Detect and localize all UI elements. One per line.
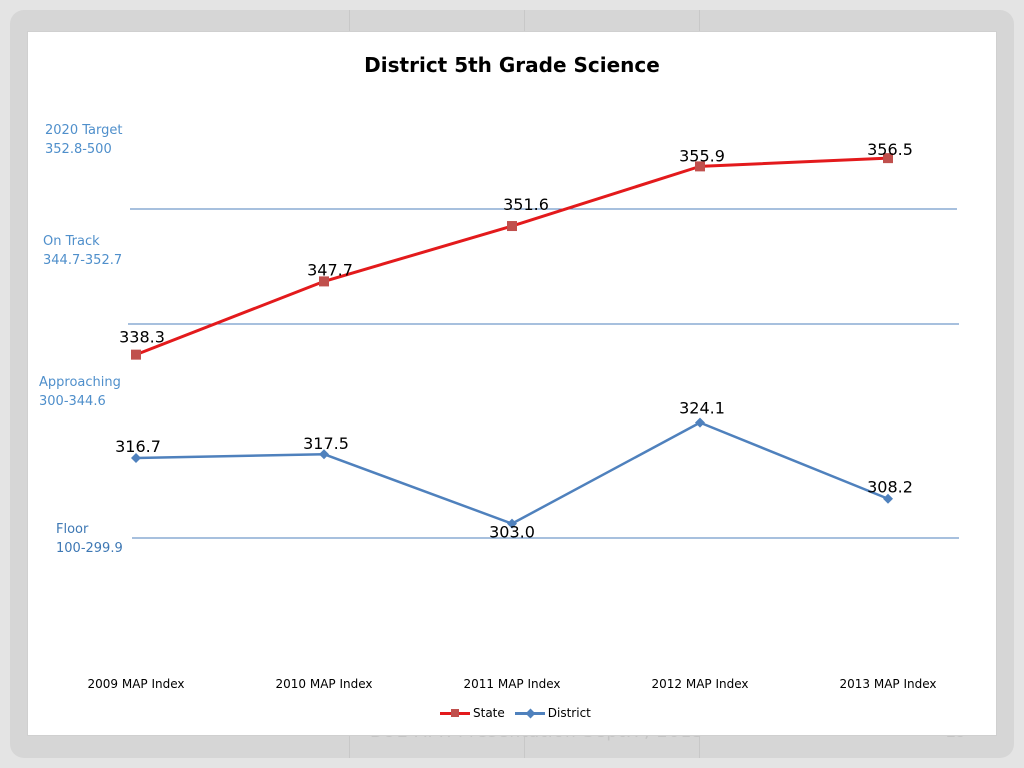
data-label: 303.0 <box>489 523 535 542</box>
band-label-on-track: On Track 344.7-352.7 <box>43 232 122 270</box>
series-line-district <box>135 421 889 525</box>
data-point-marker <box>883 493 893 504</box>
band-range: 352.8-500 <box>45 142 112 157</box>
x-axis-tick-label: 2011 MAP Index <box>463 677 561 691</box>
band-name: 2020 Target <box>45 123 123 138</box>
data-point-marker <box>883 153 893 164</box>
band-name: On Track <box>43 234 100 249</box>
square-marker-icon <box>451 709 459 717</box>
chart-panel <box>27 31 997 736</box>
data-point-marker <box>319 449 329 460</box>
x-axis-tick-label: 2009 MAP Index <box>87 677 185 691</box>
band-name: Approaching <box>39 375 121 390</box>
data-label: 351.6 <box>503 195 549 214</box>
legend-swatch-district <box>514 708 545 718</box>
chart-title: District 5th Grade Science <box>364 53 660 77</box>
legend-label: State <box>473 706 505 720</box>
chart-legend: State District <box>440 706 591 720</box>
data-point-marker <box>319 276 329 287</box>
data-point-marker <box>131 453 141 464</box>
band-label-target: 2020 Target 352.8-500 <box>45 121 122 159</box>
band-range: 300-344.6 <box>39 394 106 409</box>
band-label-approaching: Approaching 300-344.6 <box>39 373 121 411</box>
data-label: 316.7 <box>115 437 161 456</box>
data-label: 317.5 <box>303 434 349 453</box>
legend-item-district: District <box>514 706 591 720</box>
diamond-marker-icon <box>525 708 536 718</box>
series-line-state <box>135 156 889 357</box>
band-label-floor: Floor 100-299.9 <box>56 520 123 558</box>
data-label: 355.9 <box>679 146 725 165</box>
legend-item-state: State <box>440 706 505 720</box>
x-axis-tick-label: 2012 MAP Index <box>651 677 749 691</box>
x-axis-tick-label: 2013 MAP Index <box>839 677 937 691</box>
band-range: 344.7-352.7 <box>43 253 123 268</box>
data-point-marker <box>507 518 517 529</box>
data-label: 347.7 <box>307 260 353 279</box>
data-point-marker <box>695 417 705 428</box>
data-label: 324.1 <box>679 399 725 418</box>
data-point-marker <box>507 221 517 232</box>
data-point-marker <box>131 349 141 360</box>
legend-swatch-state <box>440 708 470 718</box>
x-axis-tick-label: 2010 MAP Index <box>275 677 373 691</box>
data-label: 308.2 <box>867 478 913 497</box>
legend-label: District <box>547 706 591 720</box>
data-label: 338.3 <box>119 328 165 347</box>
band-range: 100-299.9 <box>56 541 123 556</box>
data-label: 356.5 <box>867 140 913 159</box>
band-name: Floor <box>56 522 89 537</box>
data-point-marker <box>695 161 705 172</box>
